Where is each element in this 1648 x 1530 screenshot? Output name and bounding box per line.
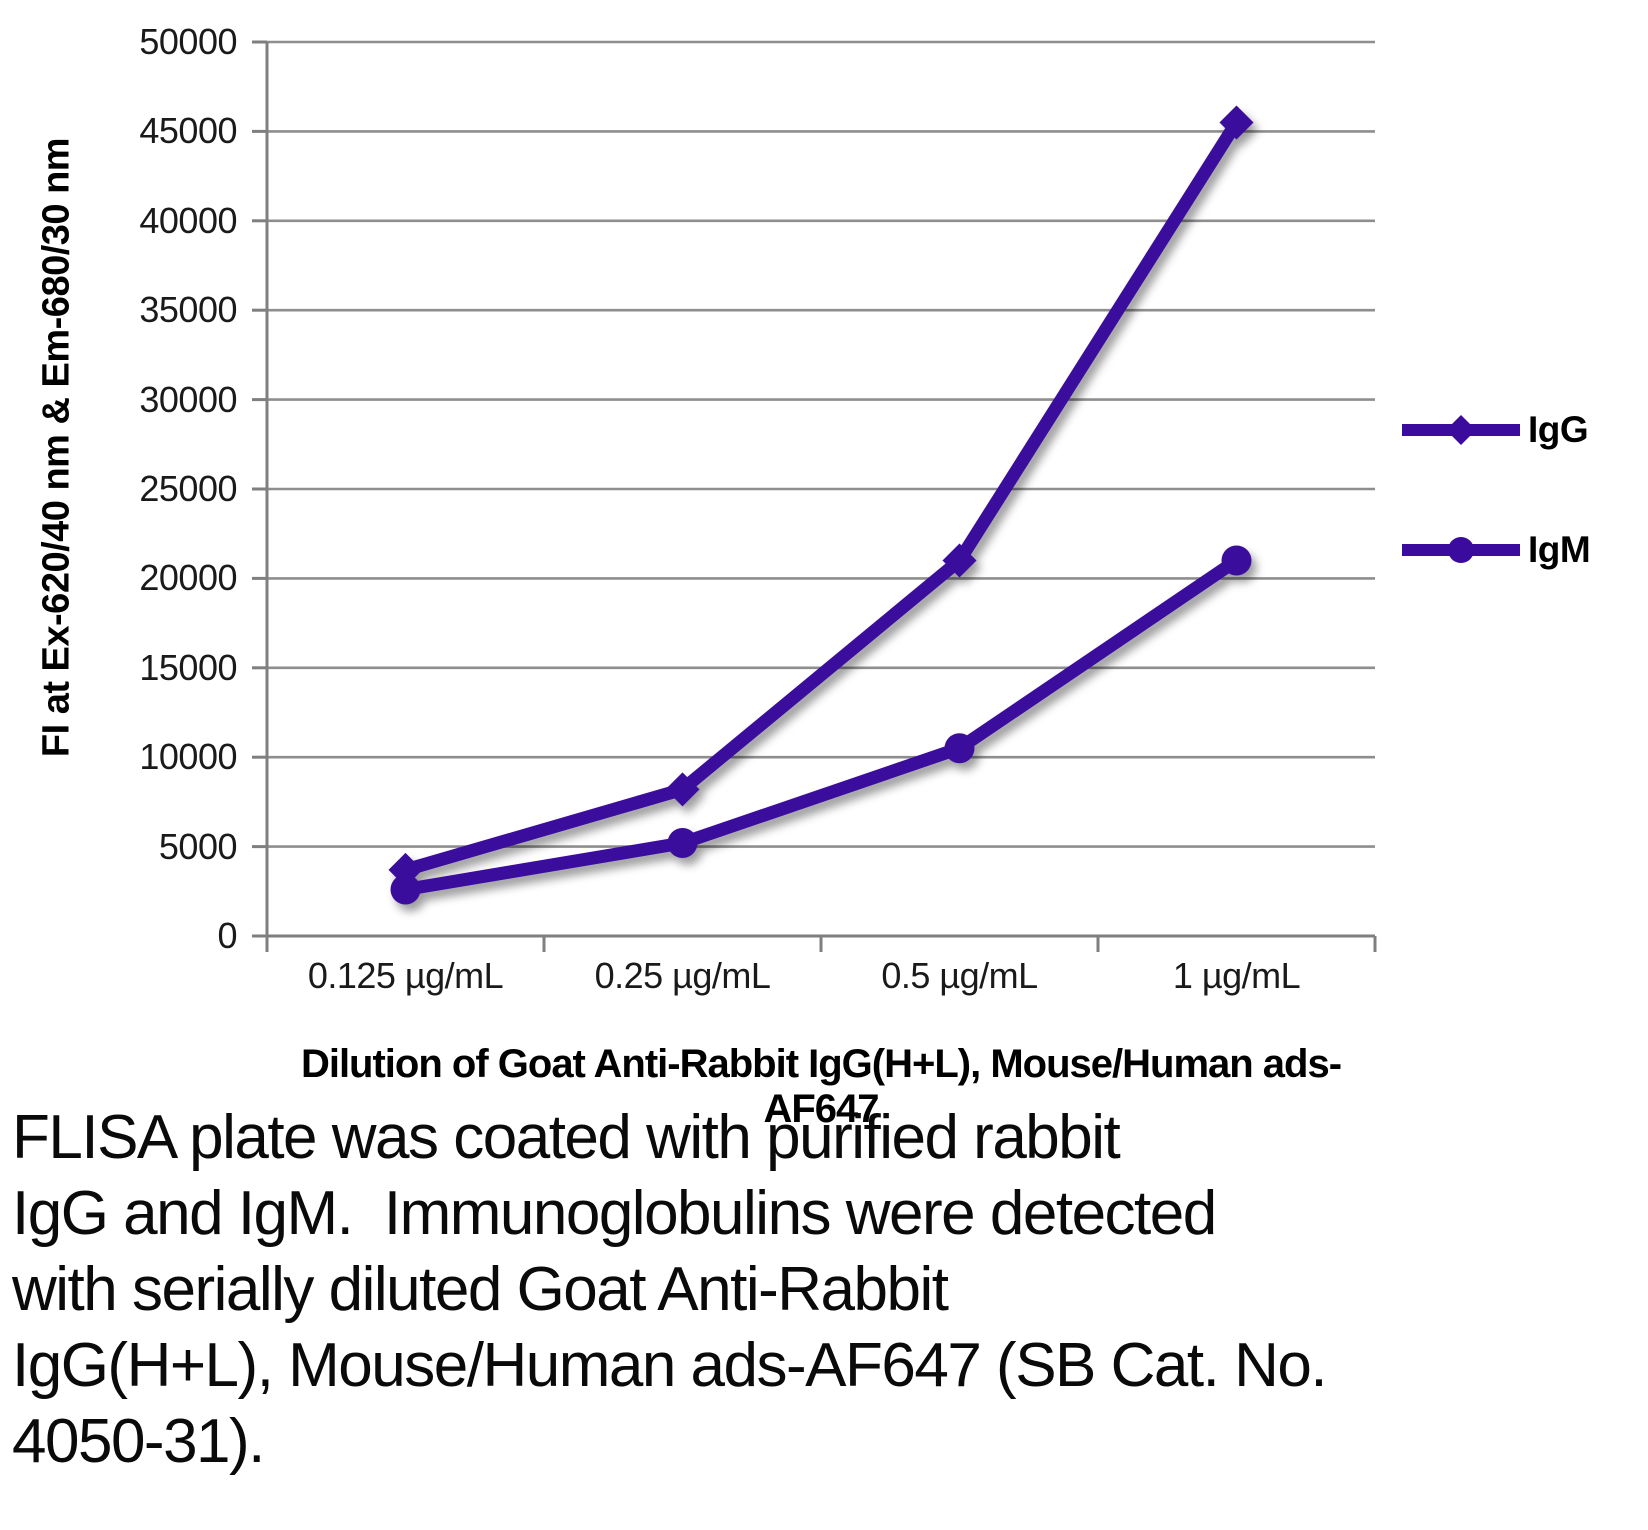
legend-label-igg: IgG: [1528, 409, 1589, 450]
legend-label-igm: IgM: [1528, 529, 1591, 570]
y-tick-label: 30000: [139, 379, 237, 420]
diamond-marker-icon: [1446, 415, 1476, 445]
diamond-marker-icon: [665, 772, 700, 807]
legend-marker-igm-circle-icon: [1402, 537, 1520, 563]
diamond-marker-icon: [942, 543, 977, 578]
y-tick-label: 25000: [139, 468, 237, 509]
circle-marker-icon: [1448, 537, 1474, 563]
y-tick-label: 40000: [139, 200, 237, 241]
x-tick-label: 0.25 µg/mL: [594, 955, 771, 996]
y-tick-label: 0: [217, 915, 237, 956]
legend-marker-igg-diamond-icon: [1402, 415, 1520, 445]
y-tick-label: 35000: [139, 289, 237, 330]
caption-line: 4050-31).: [12, 1407, 265, 1476]
caption-line: IgG(H+L), Mouse/Human ads-AF647 (SB Cat.…: [12, 1331, 1328, 1400]
circle-marker-icon: [1221, 545, 1252, 576]
y-tick-label: 45000: [139, 110, 237, 151]
y-axis-title: FI at Ex-620/40 nm & Em-680/30 nm: [35, 137, 78, 758]
legend-item-igm: IgM: [1398, 528, 1591, 572]
caption-line: IgG and IgM. Immunoglobulins were detect…: [12, 1179, 1217, 1248]
plot-area: [252, 40, 1377, 952]
y-tick-label: 20000: [139, 557, 237, 598]
circle-marker-icon: [390, 874, 421, 905]
series-igg: [388, 105, 1254, 887]
x-tick-label: 1 µg/mL: [1172, 955, 1301, 996]
series-line: [399, 115, 1243, 877]
figure-caption: FLISA plate was coated with purified rab…: [12, 1100, 1642, 1480]
circle-marker-icon: [944, 733, 975, 764]
x-axis-title: Dilution of Goat Anti-Rabbit IgG(H+L), M…: [300, 1042, 1342, 1131]
series-line: [399, 554, 1243, 897]
y-tick-label: 15000: [139, 647, 237, 688]
circle-marker-icon: [667, 828, 698, 859]
caption-line: FLISA plate was coated with purified rab…: [12, 1103, 1121, 1172]
diamond-marker-icon: [1219, 105, 1254, 140]
series-igm: [390, 545, 1252, 905]
x-tick-label: 0.125 µg/mL: [307, 955, 504, 996]
y-tick-label: 50000: [139, 21, 237, 62]
flisa-line-chart: FI at Ex-620/40 nm & Em-680/30 nm 50000 …: [35, 21, 1591, 1131]
y-tick-label: 5000: [158, 826, 238, 867]
y-tick-label: 10000: [139, 736, 237, 777]
x-tick-label: 0.5 µg/mL: [881, 955, 1038, 996]
caption-line: with serially diluted Goat Anti-Rabbit: [12, 1255, 949, 1324]
legend-item-igg: IgG: [1398, 408, 1589, 452]
